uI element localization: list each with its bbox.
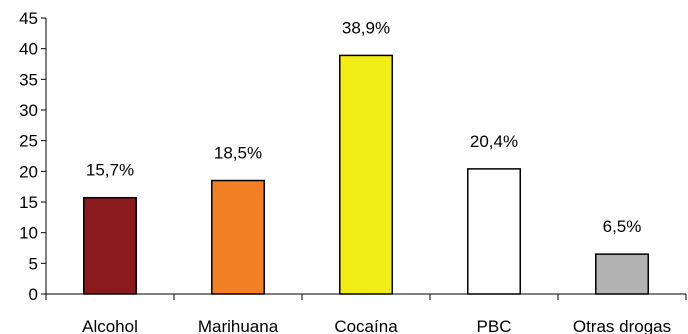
y-tick-label: 25 xyxy=(19,132,38,151)
bar-otras-drogas xyxy=(596,254,648,294)
bar-alcohol xyxy=(84,198,136,294)
y-tick-label: 10 xyxy=(19,224,38,243)
bar-pbc xyxy=(468,169,520,294)
bar-marihuana xyxy=(212,181,264,294)
y-tick-label: 45 xyxy=(19,9,38,28)
y-tick-label: 40 xyxy=(19,40,38,59)
y-tick-label: 5 xyxy=(29,254,38,273)
data-label: 18,5% xyxy=(214,144,262,163)
y-tick-label: 20 xyxy=(19,162,38,181)
x-tick-label: Otras drogas xyxy=(573,317,671,334)
data-label: 6,5% xyxy=(603,217,642,236)
y-tick-label: 15 xyxy=(19,193,38,212)
bar-coca-na xyxy=(340,55,392,294)
data-label: 38,9% xyxy=(342,18,390,37)
y-axis: 0 5 10 15 20 25 30 35 40 45 xyxy=(19,9,46,304)
y-tick-label: 30 xyxy=(19,101,38,120)
x-tick-label: Alcohol xyxy=(82,317,138,334)
y-tick-label: 35 xyxy=(19,70,38,89)
x-tick-label: Marihuana xyxy=(198,317,279,334)
y-tick-label: 0 xyxy=(29,285,38,304)
x-axis xyxy=(46,294,686,300)
data-label: 20,4% xyxy=(470,132,518,151)
x-tick-label: PBC xyxy=(477,317,512,334)
bars xyxy=(84,55,648,294)
data-label: 15,7% xyxy=(86,161,134,180)
x-tick-label: Cocaína xyxy=(334,317,398,334)
x-tick-labels: Alcohol Marihuana Cocaína PBC Otras drogas xyxy=(82,317,671,334)
